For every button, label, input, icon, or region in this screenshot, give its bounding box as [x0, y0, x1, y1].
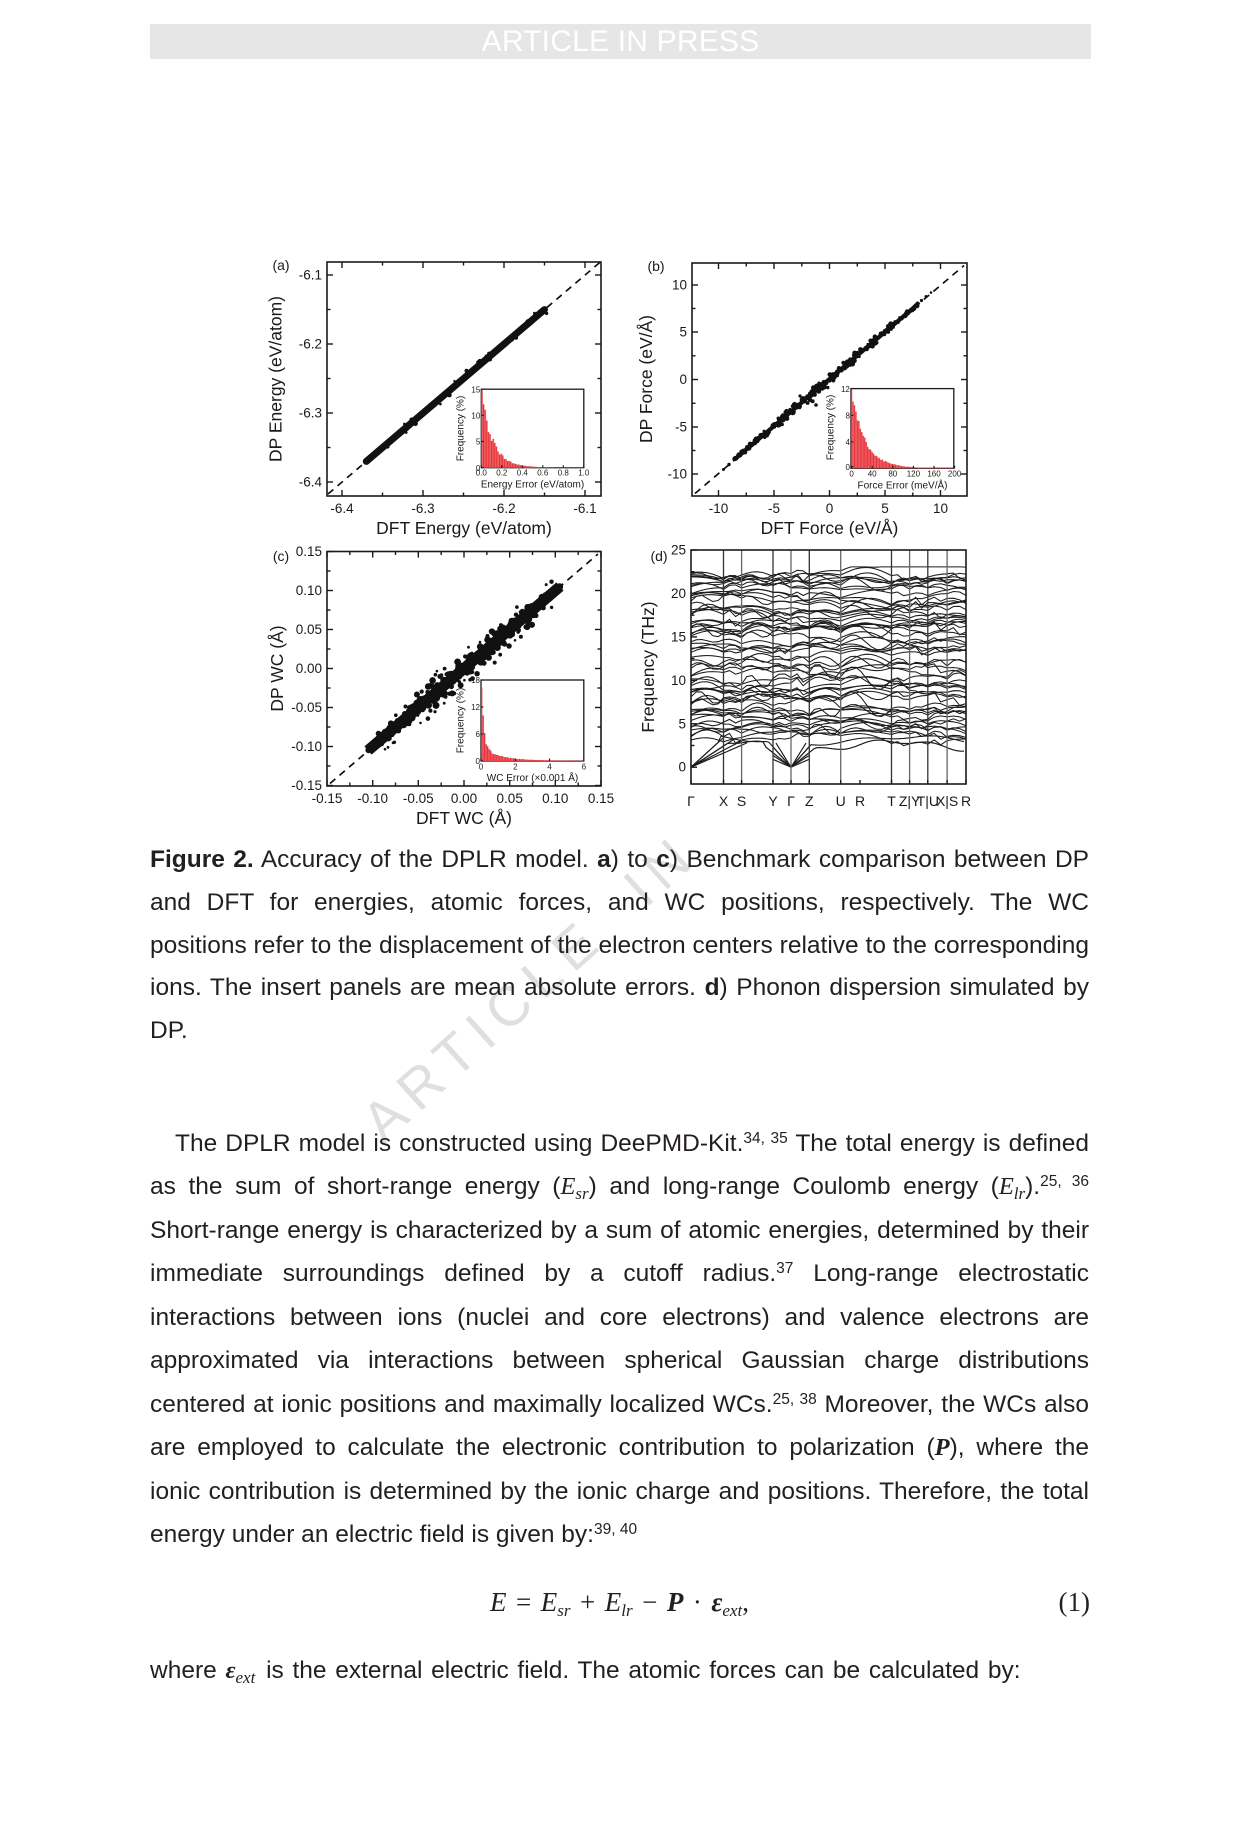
svg-text:0: 0: [476, 757, 481, 766]
svg-text:0.10: 0.10: [542, 791, 568, 806]
svg-text:(a): (a): [272, 257, 289, 273]
svg-text:6: 6: [582, 763, 587, 772]
svg-text:5: 5: [678, 716, 686, 731]
svg-text:0: 0: [845, 463, 850, 472]
svg-text:Frequency (%): Frequency (%): [456, 396, 467, 462]
svg-text:Frequency (%): Frequency (%): [456, 688, 467, 754]
svg-text:DFT Force (eV/Å): DFT Force (eV/Å): [761, 518, 899, 538]
svg-text:0.05: 0.05: [497, 791, 523, 806]
svg-text:0: 0: [476, 464, 481, 473]
svg-text:18: 18: [471, 676, 480, 685]
svg-text:6: 6: [476, 730, 481, 739]
svg-text:0.2: 0.2: [496, 469, 508, 478]
svg-text:-6.1: -6.1: [299, 268, 322, 283]
svg-text:20: 20: [671, 586, 686, 601]
svg-text:2: 2: [513, 763, 518, 772]
svg-text:-0.15: -0.15: [312, 791, 343, 806]
svg-text:0.00: 0.00: [296, 661, 322, 676]
svg-text:U: U: [836, 793, 846, 809]
svg-text:0.8: 0.8: [558, 469, 570, 478]
svg-text:DP WC (Å): DP WC (Å): [267, 625, 287, 711]
svg-text:-6.1: -6.1: [573, 501, 596, 516]
svg-text:-0.10: -0.10: [291, 739, 322, 754]
svg-text:10: 10: [671, 673, 686, 688]
svg-text:0.15: 0.15: [296, 544, 322, 559]
svg-text:0.05: 0.05: [296, 622, 322, 637]
svg-text:-6.4: -6.4: [299, 475, 323, 490]
svg-text:R: R: [961, 793, 971, 809]
svg-text:Γ: Γ: [687, 793, 695, 809]
svg-text:160: 160: [927, 470, 941, 479]
svg-text:DFT WC (Å): DFT WC (Å): [416, 808, 512, 828]
svg-text:-0.15: -0.15: [291, 778, 322, 793]
svg-text:25: 25: [671, 543, 686, 558]
svg-text:Frequency (THz): Frequency (THz): [638, 601, 658, 732]
svg-text:X: X: [719, 793, 729, 809]
svg-text:R: R: [855, 793, 865, 809]
svg-text:T: T: [887, 793, 896, 809]
svg-text:-6.2: -6.2: [492, 501, 515, 516]
svg-text:200: 200: [948, 470, 962, 479]
svg-text:DFT Energy (eV/atom): DFT Energy (eV/atom): [376, 518, 552, 538]
svg-text:1.0: 1.0: [578, 469, 590, 478]
svg-text:0.00: 0.00: [451, 791, 477, 806]
svg-text:15: 15: [471, 385, 480, 394]
svg-text:-5: -5: [768, 501, 780, 516]
svg-text:-10: -10: [667, 467, 687, 482]
svg-text:DP Force (eV/Å): DP Force (eV/Å): [636, 315, 656, 443]
svg-text:5: 5: [881, 501, 889, 516]
svg-text:Z|Y: Z|Y: [899, 793, 921, 809]
svg-text:0: 0: [679, 372, 687, 387]
svg-text:WC Error (×0.001 Å): WC Error (×0.001 Å): [487, 771, 578, 784]
svg-text:T|U: T|U: [917, 793, 939, 809]
svg-text:15: 15: [671, 629, 686, 644]
svg-text:-6.3: -6.3: [411, 501, 434, 516]
svg-text:12: 12: [841, 385, 850, 394]
svg-text:Z: Z: [805, 793, 814, 809]
svg-text:Γ: Γ: [787, 793, 795, 809]
svg-text:8: 8: [845, 412, 850, 421]
svg-text:0: 0: [826, 501, 834, 516]
svg-text:40: 40: [868, 470, 877, 479]
svg-text:-6.3: -6.3: [299, 406, 322, 421]
svg-text:0.15: 0.15: [588, 791, 614, 806]
svg-text:0.4: 0.4: [517, 469, 529, 478]
svg-text:5: 5: [476, 438, 481, 447]
svg-text:10: 10: [933, 501, 948, 516]
svg-text:4: 4: [845, 438, 850, 447]
svg-text:0: 0: [479, 763, 484, 772]
svg-text:X|S: X|S: [936, 793, 958, 809]
svg-text:(c): (c): [273, 548, 289, 564]
svg-text:80: 80: [888, 470, 897, 479]
svg-text:-5: -5: [675, 420, 687, 435]
svg-text:0.6: 0.6: [537, 469, 549, 478]
svg-text:10: 10: [471, 412, 480, 421]
svg-text:0: 0: [678, 760, 686, 775]
svg-text:DP Energy (eV/atom): DP Energy (eV/atom): [266, 296, 286, 462]
svg-text:-10: -10: [709, 501, 729, 516]
svg-text:4: 4: [547, 763, 552, 772]
svg-text:-6.4: -6.4: [330, 501, 354, 516]
svg-text:(d): (d): [650, 548, 667, 564]
svg-text:Frequency (%): Frequency (%): [826, 395, 837, 461]
svg-text:-0.05: -0.05: [291, 700, 322, 715]
svg-text:S: S: [737, 793, 746, 809]
svg-text:0.0: 0.0: [476, 469, 488, 478]
svg-text:-6.2: -6.2: [299, 337, 322, 352]
svg-text:Force Error (meV/Å): Force Error (meV/Å): [857, 479, 947, 492]
svg-text:10: 10: [672, 278, 687, 293]
svg-text:5: 5: [679, 325, 687, 340]
svg-text:0.10: 0.10: [296, 583, 322, 598]
svg-text:120: 120: [907, 470, 921, 479]
svg-text:Energy Error (eV/atom): Energy Error (eV/atom): [481, 480, 584, 491]
svg-text:Y: Y: [768, 793, 778, 809]
svg-text:(b): (b): [647, 258, 664, 274]
svg-text:-0.10: -0.10: [357, 791, 388, 806]
svg-text:-0.05: -0.05: [403, 791, 434, 806]
svg-text:12: 12: [471, 703, 480, 712]
svg-text:0: 0: [849, 470, 854, 479]
